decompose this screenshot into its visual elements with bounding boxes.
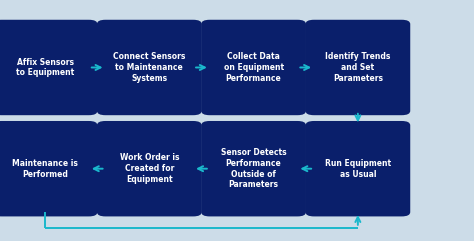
FancyBboxPatch shape — [97, 20, 201, 115]
Text: Maintenance is
Performed: Maintenance is Performed — [12, 159, 78, 179]
FancyBboxPatch shape — [97, 121, 201, 216]
FancyBboxPatch shape — [201, 20, 306, 115]
Text: Sensor Detects
Performance
Outside of
Parameters: Sensor Detects Performance Outside of Pa… — [221, 148, 286, 189]
Text: Identify Trends
and Set
Parameters: Identify Trends and Set Parameters — [325, 52, 391, 83]
FancyBboxPatch shape — [201, 121, 306, 216]
FancyBboxPatch shape — [0, 121, 98, 216]
Text: Run Equipment
as Usual: Run Equipment as Usual — [325, 159, 391, 179]
Text: Work Order is
Created for
Equipment: Work Order is Created for Equipment — [119, 154, 179, 184]
Text: Affix Sensors
to Equipment: Affix Sensors to Equipment — [16, 58, 74, 77]
FancyBboxPatch shape — [305, 121, 410, 216]
FancyBboxPatch shape — [305, 20, 410, 115]
Text: Collect Data
on Equipment
Performance: Collect Data on Equipment Performance — [224, 52, 283, 83]
Text: Connect Sensors
to Maintenance
Systems: Connect Sensors to Maintenance Systems — [113, 52, 185, 83]
FancyBboxPatch shape — [0, 20, 98, 115]
